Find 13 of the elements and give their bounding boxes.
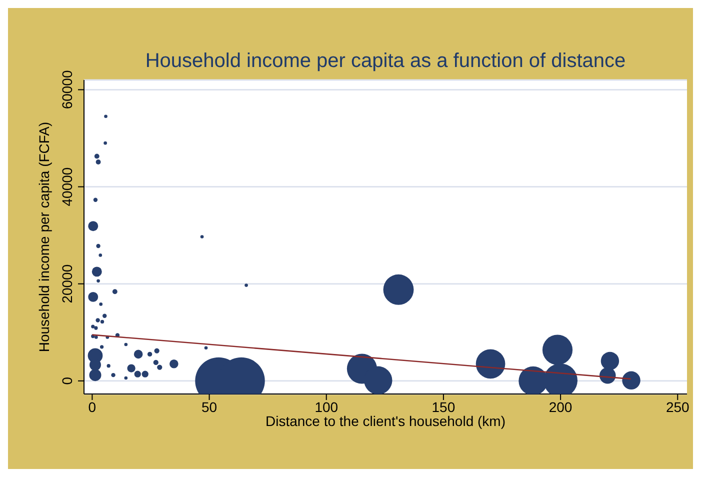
x-tick-label: 50 <box>201 398 218 415</box>
x-tick-label: 250 <box>666 398 690 415</box>
y-tick-label: 60000 <box>59 70 75 110</box>
x-tick-label: 100 <box>314 398 338 415</box>
x-tick-label: 200 <box>548 398 572 415</box>
x-tick-label: 150 <box>432 398 456 415</box>
y-tick-label: 40000 <box>59 167 75 206</box>
x-axis-title: Distance to the client's household (km) <box>265 412 506 429</box>
x-tick-label: 0 <box>88 398 96 415</box>
y-tick-label: 20000 <box>59 264 75 304</box>
y-tick-label: 0 <box>59 376 75 385</box>
y-axis-title: Household income per capita (FCFA) <box>36 122 52 352</box>
chart-title: Household income per capita as a function of distance <box>144 50 627 73</box>
